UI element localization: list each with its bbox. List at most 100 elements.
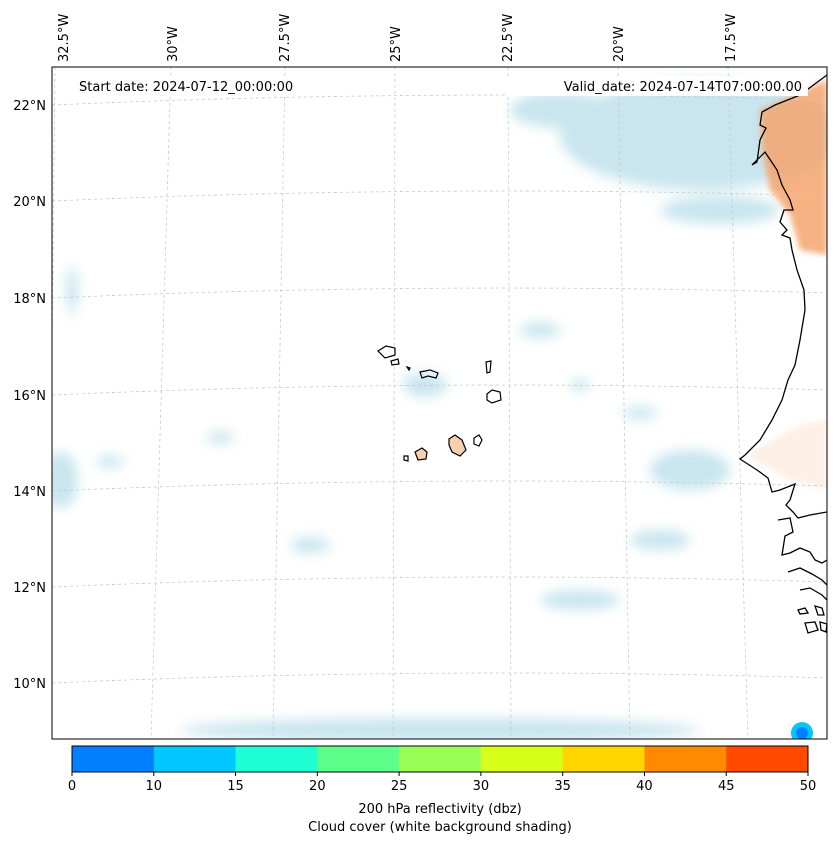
island (473, 434, 483, 447)
lon-label: 17.5°W (724, 14, 739, 62)
island (405, 365, 411, 372)
island (414, 447, 428, 461)
warm-patch (745, 420, 827, 490)
colorbar-tick-label: 0 (68, 779, 76, 794)
colorbar-segment (317, 746, 400, 772)
coast-line (777, 517, 827, 564)
parallel (52, 672, 827, 684)
longitude-labels: 32.5°W 30°W 27.5°W 25°W 22.5°W 20°W 17.5… (57, 14, 739, 62)
lon-label: 25°W (389, 26, 404, 62)
cloud-patch (510, 92, 610, 128)
meridian (272, 67, 286, 739)
colorbar-tick-label: 50 (800, 779, 817, 794)
coast-line (819, 621, 827, 633)
colorbar-sublabel: Cloud cover (white background shading) (308, 820, 572, 835)
reflectivity-cell (791, 722, 813, 739)
coast-line (738, 74, 827, 519)
colorbar-segment (726, 746, 809, 772)
lat-label: 10°N (13, 677, 46, 692)
cape-verde-islands (377, 345, 502, 462)
lat-label: 22°N (13, 99, 46, 114)
valid-date-box (505, 76, 808, 96)
colorbar-segment (72, 746, 155, 772)
lon-label: 22.5°W (501, 14, 516, 62)
island (390, 358, 400, 366)
lat-label: 16°N (13, 389, 46, 404)
colorbar-tick-label: 15 (227, 779, 244, 794)
parallel (52, 287, 827, 299)
meridian (617, 67, 631, 739)
island (448, 434, 467, 457)
cloud-patch (66, 266, 78, 314)
lat-label: 12°N (13, 581, 46, 596)
parallel (52, 384, 827, 396)
lat-label: 20°N (13, 195, 46, 210)
colorbar-tick-label: 30 (473, 779, 490, 794)
coast-line (804, 621, 819, 634)
colorbar-segment (562, 746, 645, 772)
cloud-patch (290, 537, 330, 553)
map-panel: Start date: 2024-07-12_00:00:00 Valid_da… (51, 66, 828, 740)
cloud-patch (660, 196, 780, 224)
colorbar-tick-label: 45 (718, 779, 735, 794)
cloud-cover-shading (52, 80, 827, 739)
meridian (507, 67, 512, 739)
colorbar-tick-label: 35 (554, 779, 571, 794)
colorbar: 0 10 15 20 25 30 35 40 45 50 (68, 745, 817, 794)
cloud-patch (520, 322, 560, 338)
coastline (738, 74, 827, 634)
island (419, 369, 439, 379)
meridian (727, 67, 749, 739)
latitude-labels: 22°N 20°N 18°N 16°N 14°N 12°N 10°N (13, 99, 46, 692)
cloud-patch (540, 590, 620, 610)
colorbar-tick-label: 25 (391, 779, 408, 794)
colorbar-tick-label: 20 (309, 779, 326, 794)
island (485, 360, 492, 374)
cloud-patch (560, 80, 827, 190)
lat-label: 18°N (13, 292, 46, 307)
island (403, 455, 409, 462)
lon-label: 30°W (166, 26, 181, 62)
coast-line (797, 607, 810, 615)
cloud-patch (650, 450, 730, 490)
colorbar-segment (235, 746, 318, 772)
reflectivity-contour (796, 727, 808, 739)
island (377, 345, 396, 359)
cloud-patch (96, 456, 124, 468)
coast-line (799, 587, 827, 601)
cloud-patch (52, 452, 78, 508)
cloud-patch (622, 407, 658, 419)
cloud-patch (630, 530, 690, 550)
start-date-label: Start date: 2024-07-12_00:00:00 (79, 80, 293, 95)
coast-line (787, 567, 827, 586)
lon-label: 20°W (612, 26, 627, 62)
colorbar-segment (399, 746, 482, 772)
parallel (52, 480, 827, 492)
cloud-patch (180, 718, 700, 739)
map-border (51, 66, 828, 740)
warm-shading (745, 80, 827, 490)
colorbar-segment (480, 746, 564, 772)
parallel (52, 190, 827, 202)
lon-label: 27.5°W (278, 14, 293, 62)
valid-date-label: Valid_date: 2024-07-14T07:00:00.00 (564, 80, 802, 95)
parallel (52, 576, 827, 588)
colorbar-segment (644, 746, 727, 772)
meridian (150, 67, 172, 739)
meridian (392, 67, 396, 739)
start-date-box (73, 76, 313, 96)
colorbar-border (71, 745, 809, 773)
warm-patch (760, 80, 827, 255)
cloud-patch (206, 432, 234, 444)
colorbar-label: 200 hPa reflectivity (dbz) (358, 802, 521, 817)
colorbar-tick-label: 10 (146, 779, 163, 794)
parallel (52, 94, 827, 106)
lat-label: 14°N (13, 485, 46, 500)
island (486, 389, 502, 404)
colorbar-segment (153, 746, 237, 772)
colorbar-tick-label: 40 (636, 779, 653, 794)
lon-label: 32.5°W (57, 14, 72, 62)
coast-line (813, 605, 825, 616)
gridlines (52, 67, 827, 739)
